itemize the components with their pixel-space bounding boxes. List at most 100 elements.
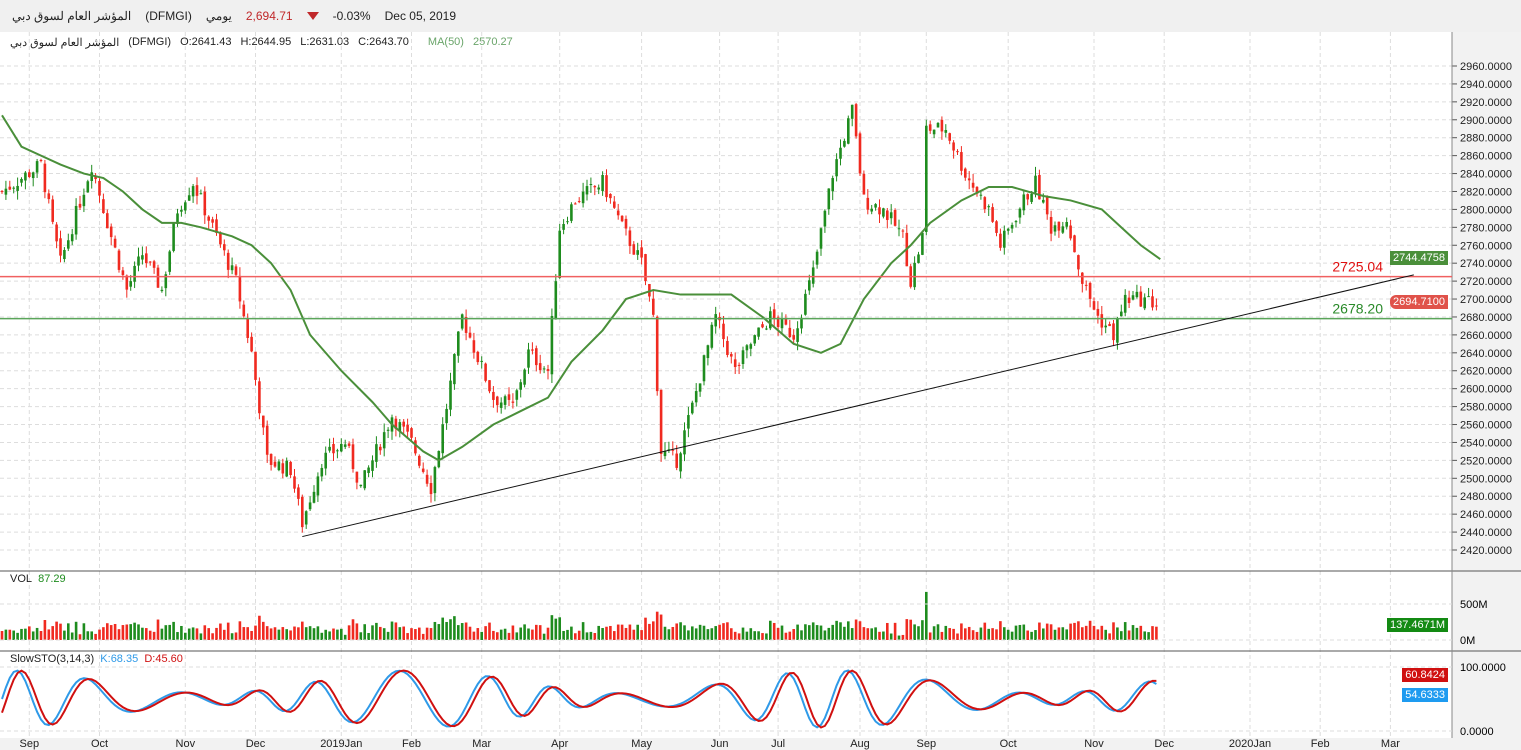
volume-bar: [386, 631, 390, 640]
volume-bar: [433, 621, 437, 640]
candle-body: [234, 266, 238, 275]
volume-bar: [1100, 625, 1104, 640]
volume-bar: [991, 628, 994, 640]
volume-bar: [421, 633, 425, 640]
volume-bar: [652, 621, 655, 640]
level-label: 2678.20: [1332, 301, 1383, 317]
candle-body: [535, 348, 538, 366]
candle-body: [776, 317, 780, 327]
volume-bar: [382, 628, 386, 640]
volume-bar: [1127, 630, 1131, 640]
sto-d-line: [1, 669, 1157, 729]
volume-bar: [971, 630, 975, 640]
candle-body: [457, 331, 460, 356]
volume-bar: [858, 621, 862, 640]
candle-body: [371, 460, 374, 471]
volume-bar: [507, 632, 511, 640]
period-selector[interactable]: يومي: [205, 9, 232, 23]
volume-bar: [51, 626, 54, 640]
candle-body: [156, 267, 160, 288]
volume-bar: [917, 626, 920, 640]
volume-bar: [1088, 620, 1092, 640]
candle-body: [67, 240, 70, 249]
volume-bar: [733, 631, 737, 640]
candle-body: [1100, 314, 1104, 328]
volume-bar: [70, 632, 74, 640]
volume-bar: [1108, 633, 1111, 640]
candle-body: [609, 193, 612, 199]
candle-body: [242, 304, 246, 317]
volume-bar: [527, 628, 530, 640]
candle-body: [1030, 193, 1033, 202]
volume-bar: [804, 624, 807, 640]
candle-body: [823, 210, 827, 227]
candle-body: [1135, 291, 1139, 298]
candle-body: [363, 470, 366, 489]
volume-bar: [1034, 630, 1037, 640]
candle-body: [921, 232, 924, 255]
volume-bar: [726, 622, 729, 640]
quote-date: Dec 05, 2019: [384, 9, 456, 23]
candle-body: [616, 210, 620, 216]
x-tick-label: 2020Jan: [1229, 738, 1271, 750]
candle-body: [936, 122, 940, 128]
volume-bar: [936, 624, 940, 640]
volume-bar: [554, 618, 558, 640]
candle-body: [605, 175, 608, 198]
volume-bar: [714, 626, 717, 640]
y-tick-label: 2700.0000: [1460, 294, 1512, 306]
volume-bar: [211, 633, 214, 640]
volume-bar: [948, 628, 951, 640]
y-tick-label: 2960.0000: [1460, 61, 1512, 73]
volume-bar: [921, 620, 924, 640]
volume-bar: [1006, 629, 1010, 640]
candle-body: [203, 191, 207, 216]
volume-bar: [429, 628, 433, 640]
candle-body: [106, 213, 109, 229]
candle-body: [850, 104, 854, 119]
x-tick-label: Apr: [551, 738, 568, 750]
candle-body: [659, 389, 663, 454]
candle-body: [172, 223, 175, 251]
candle-body: [304, 511, 308, 525]
volume-bar: [4, 629, 8, 640]
volume-bar: [265, 626, 269, 640]
candle-body: [398, 422, 402, 432]
ma50-line: [1, 114, 1161, 462]
y-tick-label: 2900.0000: [1460, 115, 1512, 127]
volume-bar: [1026, 630, 1029, 640]
sto-label: SlowSTO(3,14,3): [10, 653, 95, 665]
candle-body: [800, 317, 803, 329]
candle-body: [1139, 291, 1143, 307]
candle-body: [219, 232, 222, 245]
volume-bar: [215, 627, 218, 640]
x-tick-label: Jun: [711, 738, 729, 750]
candle-body: [1123, 294, 1127, 313]
volume-bar: [484, 626, 487, 640]
candle-body: [757, 327, 760, 337]
volume-bar: [82, 623, 86, 640]
volume-bar: [277, 629, 281, 640]
candle-body: [129, 281, 132, 287]
volume-bar: [601, 628, 604, 640]
volume-bar: [226, 622, 230, 640]
candle-body: [1081, 272, 1084, 284]
candle-body: [788, 327, 792, 338]
volume-bar: [301, 621, 304, 640]
candle-body: [675, 453, 678, 468]
volume-bar: [613, 631, 616, 640]
volume-bar: [585, 632, 589, 640]
y-tick-label: 2860.0000: [1460, 151, 1512, 163]
volume-bar: [199, 633, 203, 640]
volume-bar: [694, 628, 698, 640]
candle-body: [964, 168, 967, 178]
volume-bar: [250, 630, 253, 640]
volume-bar: [928, 632, 932, 640]
volume-bar: [223, 629, 226, 640]
candle-body: [460, 314, 464, 329]
volume-bar: [1010, 631, 1014, 640]
volume-bar: [47, 629, 51, 640]
change-percent: -0.03%: [332, 9, 371, 23]
candle-body: [1069, 225, 1072, 239]
